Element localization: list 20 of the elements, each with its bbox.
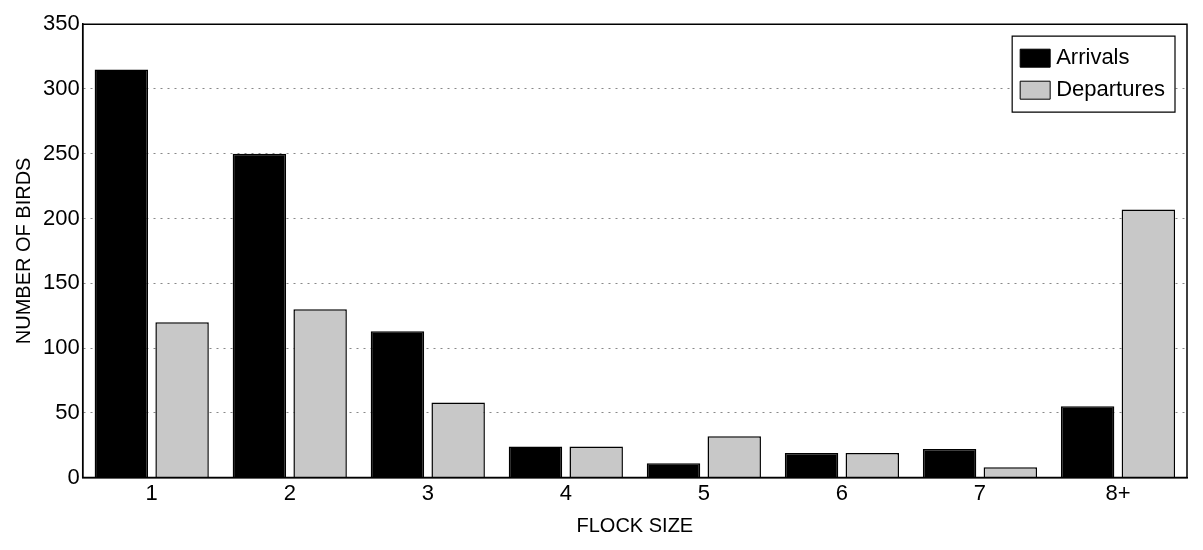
x-tick-label: 4 xyxy=(559,479,572,505)
x-tick-label: 5 xyxy=(697,479,710,505)
legend-label: Arrivals xyxy=(1056,44,1130,70)
x-axis-title: FLOCK SIZE xyxy=(576,513,694,536)
legend-label: Departures xyxy=(1056,76,1166,102)
y-tick-label: 150 xyxy=(42,269,80,295)
y-tick-label: 300 xyxy=(42,75,80,101)
y-tick-label: 200 xyxy=(42,204,80,230)
x-tick-label: 7 xyxy=(973,479,987,505)
x-tick-label: 3 xyxy=(421,479,434,505)
y-tick-label: 50 xyxy=(55,398,80,424)
x-tick-label: 2 xyxy=(283,479,296,505)
y-tick-label: 100 xyxy=(42,334,80,360)
y-tick-label: 250 xyxy=(42,139,80,165)
x-tick-label: 1 xyxy=(145,479,158,505)
x-tick-label: 6 xyxy=(835,479,849,505)
y-axis-title: NUMBER OF BIRDS xyxy=(11,157,34,345)
y-tick-label: 0 xyxy=(67,463,80,489)
x-tick-label: 8+ xyxy=(1105,479,1131,505)
y-tick-label: 350 xyxy=(42,10,80,36)
